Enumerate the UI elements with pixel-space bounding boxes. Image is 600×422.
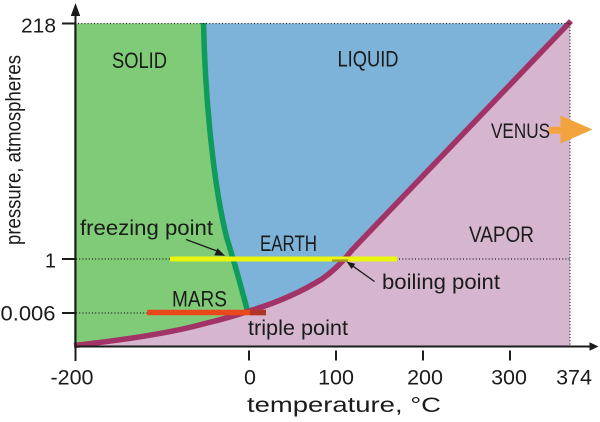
svg-text:200: 200 (407, 366, 443, 390)
svg-text:218: 218 (21, 16, 56, 38)
svg-text:triple point: triple point (248, 317, 348, 340)
svg-text:VENUS: VENUS (491, 120, 550, 143)
svg-text:374: 374 (556, 366, 592, 390)
svg-text:0: 0 (244, 366, 256, 390)
svg-text:300: 300 (491, 366, 527, 390)
svg-text:1: 1 (45, 250, 56, 272)
svg-text:LIQUID: LIQUID (338, 46, 399, 71)
svg-text:0.006: 0.006 (1, 303, 56, 326)
svg-text:-200: -200 (50, 366, 93, 390)
svg-text:temperature, °C: temperature, °C (247, 394, 441, 417)
svg-text:freezing point: freezing point (80, 217, 213, 240)
svg-text:pressure, atmospheres: pressure, atmospheres (3, 55, 26, 245)
svg-text:MARS: MARS (172, 286, 227, 311)
svg-text:boiling point: boiling point (382, 271, 500, 294)
svg-text:EARTH: EARTH (260, 231, 317, 256)
svg-text:VAPOR: VAPOR (469, 222, 534, 247)
svg-text:SOLID: SOLID (112, 48, 167, 73)
svg-text:100: 100 (318, 366, 354, 390)
